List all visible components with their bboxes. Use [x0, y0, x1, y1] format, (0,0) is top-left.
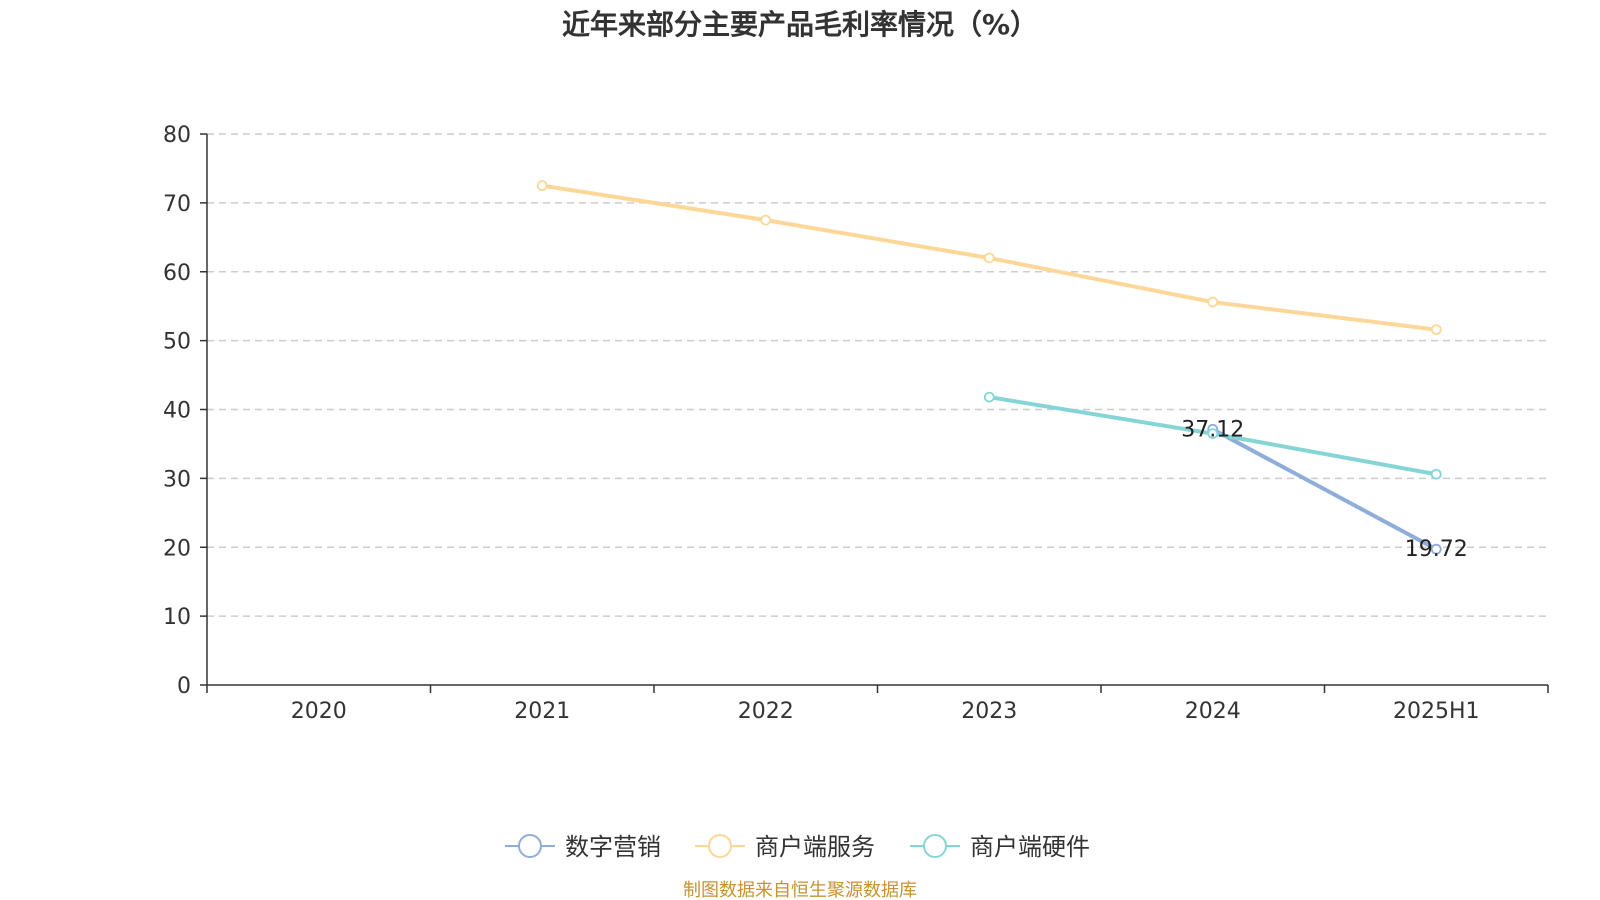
data-point — [1430, 324, 1442, 336]
data-point — [760, 214, 772, 226]
y-tick-label: 70 — [163, 192, 191, 217]
legend-swatch-marker — [708, 834, 732, 858]
x-tick-label: 2024 — [1185, 699, 1241, 724]
data-labels: 37.12 19.72 — [1181, 417, 1467, 562]
data-point — [983, 252, 995, 264]
series-line — [1210, 427, 1439, 552]
legend: 数字营销 商户端服务 商户端硬件 — [505, 833, 1090, 861]
y-tick-label: 0 — [177, 674, 191, 699]
data-point — [983, 391, 995, 403]
legend-label: 数字营销 — [565, 833, 661, 861]
legend-item[interactable]: 商户端硬件 — [910, 833, 1090, 861]
data-point — [536, 180, 548, 192]
grid-lines — [207, 133, 1548, 617]
legend-label: 商户端硬件 — [970, 833, 1090, 861]
x-tick-label: 2022 — [738, 699, 794, 724]
legend-label: 商户端服务 — [755, 833, 875, 861]
x-tick-label: 2020 — [291, 699, 347, 724]
y-tick-label: 10 — [163, 605, 191, 630]
data-point — [1430, 543, 1442, 555]
data-label: 19.72 — [1405, 537, 1468, 562]
data-point — [1207, 428, 1219, 440]
x-tick-label: 2021 — [514, 699, 570, 724]
y-tick-label: 60 — [163, 261, 191, 286]
legend-swatch-marker — [518, 834, 542, 858]
data-point — [1430, 468, 1442, 480]
y-tick-label: 20 — [163, 536, 191, 561]
data-point — [1207, 296, 1219, 308]
legend-swatch-marker — [923, 834, 947, 858]
legend-item[interactable]: 数字营销 — [505, 833, 661, 861]
data-label: 37.12 — [1181, 417, 1244, 442]
x-tick-label: 2023 — [961, 699, 1017, 724]
chart-title: 近年来部分主要产品毛利率情况（%） — [562, 8, 1038, 41]
x-tick-label: 2025H1 — [1393, 699, 1480, 724]
legend-item[interactable]: 商户端服务 — [695, 833, 875, 861]
y-tick-label: 30 — [163, 467, 191, 492]
series-layer — [536, 180, 1442, 555]
series-0 — [1207, 423, 1442, 555]
series-1 — [536, 180, 1442, 336]
source-note: 制图数据来自恒生聚源数据库 — [683, 880, 917, 900]
series-2 — [983, 391, 1442, 480]
y-tick-label: 80 — [163, 123, 191, 148]
axes: 0 10 20 30 40 50 60 70 80 2020 2021 2022 2023 2024 202… — [163, 123, 1549, 724]
y-tick-label: 50 — [163, 330, 191, 355]
y-tick-label: 40 — [163, 399, 191, 424]
